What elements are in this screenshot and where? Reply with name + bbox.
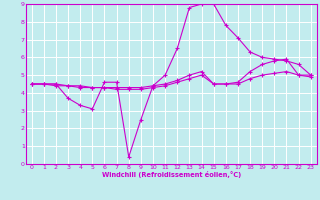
X-axis label: Windchill (Refroidissement éolien,°C): Windchill (Refroidissement éolien,°C) xyxy=(101,171,241,178)
